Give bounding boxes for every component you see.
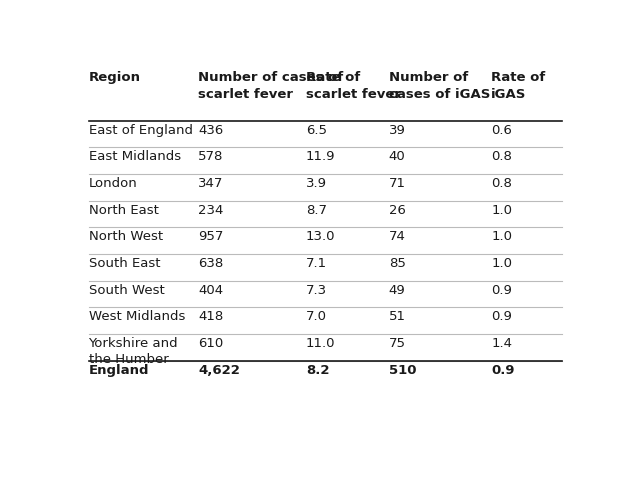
- Text: South East: South East: [88, 257, 160, 270]
- Text: 1.0: 1.0: [491, 230, 512, 244]
- Text: 6.5: 6.5: [306, 123, 327, 137]
- Text: 0.9: 0.9: [491, 284, 512, 297]
- Text: 3.9: 3.9: [306, 177, 327, 190]
- Text: Number of
cases of iGAS: Number of cases of iGAS: [389, 71, 490, 101]
- Text: 1.0: 1.0: [491, 257, 512, 270]
- Text: 8.7: 8.7: [306, 203, 327, 217]
- Text: East of England: East of England: [88, 123, 193, 137]
- Text: East Midlands: East Midlands: [88, 150, 181, 163]
- Text: 11.9: 11.9: [306, 150, 335, 163]
- Text: 85: 85: [389, 257, 406, 270]
- Text: 1.0: 1.0: [491, 203, 512, 217]
- Text: 11.0: 11.0: [306, 337, 335, 350]
- Text: North East: North East: [88, 203, 158, 217]
- Text: 71: 71: [389, 177, 406, 190]
- Text: 49: 49: [389, 284, 406, 297]
- Text: 75: 75: [389, 337, 406, 350]
- Text: 7.1: 7.1: [306, 257, 327, 270]
- Text: 26: 26: [389, 203, 406, 217]
- Text: 0.8: 0.8: [491, 150, 512, 163]
- Text: England: England: [88, 364, 149, 377]
- Text: 51: 51: [389, 310, 406, 324]
- Text: 1.4: 1.4: [491, 337, 512, 350]
- Text: 510: 510: [389, 364, 416, 377]
- Text: London: London: [88, 177, 137, 190]
- Text: 13.0: 13.0: [306, 230, 335, 244]
- Text: Yorkshire and
the Humber: Yorkshire and the Humber: [88, 337, 178, 366]
- Text: Rate of
scarlet fever: Rate of scarlet fever: [306, 71, 401, 101]
- Text: 347: 347: [198, 177, 224, 190]
- Text: 74: 74: [389, 230, 406, 244]
- Text: 0.6: 0.6: [491, 123, 512, 137]
- Text: 7.3: 7.3: [306, 284, 327, 297]
- Text: 578: 578: [198, 150, 224, 163]
- Text: 404: 404: [198, 284, 224, 297]
- Text: Rate of
iGAS: Rate of iGAS: [491, 71, 546, 101]
- Text: 0.9: 0.9: [491, 310, 512, 324]
- Text: Region: Region: [88, 71, 140, 84]
- Text: 957: 957: [198, 230, 224, 244]
- Text: 610: 610: [198, 337, 224, 350]
- Text: South West: South West: [88, 284, 164, 297]
- Text: North West: North West: [88, 230, 163, 244]
- Text: 39: 39: [389, 123, 406, 137]
- Text: 418: 418: [198, 310, 224, 324]
- Text: 8.2: 8.2: [306, 364, 329, 377]
- Text: 234: 234: [198, 203, 224, 217]
- Text: 4,622: 4,622: [198, 364, 240, 377]
- Text: West Midlands: West Midlands: [88, 310, 185, 324]
- Text: Number of cases of
scarlet fever: Number of cases of scarlet fever: [198, 71, 343, 101]
- Text: 638: 638: [198, 257, 224, 270]
- Text: 436: 436: [198, 123, 224, 137]
- Text: 7.0: 7.0: [306, 310, 327, 324]
- Text: 0.8: 0.8: [491, 177, 512, 190]
- Text: 0.9: 0.9: [491, 364, 515, 377]
- Text: 40: 40: [389, 150, 406, 163]
